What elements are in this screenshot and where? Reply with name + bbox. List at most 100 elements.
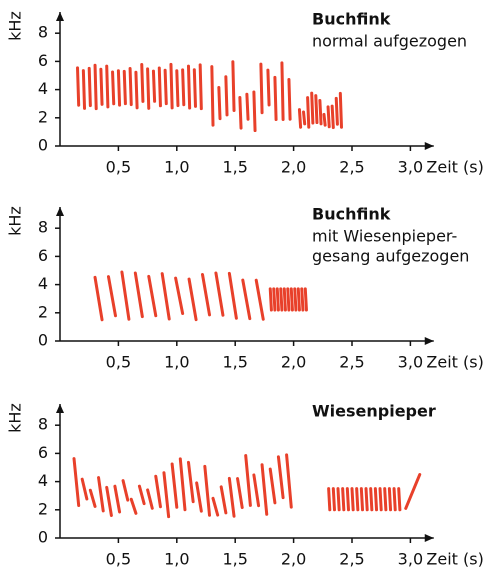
x-tick-label: 2,0	[281, 550, 306, 569]
y-tick-label: 4	[38, 274, 48, 293]
sound-trace	[260, 463, 269, 516]
y-tick-label: 4	[38, 471, 48, 490]
sound-trace	[122, 69, 127, 106]
sound-trace	[134, 70, 139, 110]
y-tick-label: 8	[38, 218, 48, 237]
sound-trace	[314, 94, 319, 125]
sound-trace	[87, 66, 92, 108]
sound-trace	[282, 287, 287, 312]
sound-trace	[99, 67, 104, 106]
sound-trace	[266, 68, 271, 107]
x-axis-arrow	[424, 337, 434, 345]
x-tick-label: 3,0	[398, 353, 423, 372]
sound-trace	[227, 476, 236, 518]
sound-trace	[210, 65, 215, 127]
sound-trace	[336, 487, 341, 512]
x-tick-label: 0,5	[106, 550, 131, 569]
sound-trace	[163, 68, 168, 106]
x-tick-label: 2,5	[339, 550, 364, 569]
sound-trace	[214, 271, 225, 317]
sound-trace	[116, 69, 122, 107]
sound-trace	[397, 487, 402, 512]
x-tick-label: 0,5	[106, 158, 131, 177]
sound-trace	[151, 69, 157, 103]
sound-trace	[293, 287, 298, 312]
sound-trace	[338, 91, 343, 129]
sound-trace	[272, 287, 277, 312]
sound-trace	[287, 77, 292, 121]
x-axis-arrow	[424, 142, 434, 150]
sound-trace	[178, 457, 187, 512]
sound-trace	[157, 66, 162, 108]
y-tick-label: 0	[38, 528, 48, 547]
panel-title: Buchfink	[312, 10, 391, 29]
sound-trace	[327, 487, 332, 512]
y-axis-label: kHz	[6, 206, 25, 236]
sound-trace	[93, 275, 104, 322]
x-tick-label: 3,0	[398, 158, 423, 177]
sound-trace	[310, 91, 315, 125]
sound-trace	[187, 277, 198, 322]
sound-trace	[154, 474, 162, 509]
sound-trace	[289, 287, 294, 312]
sound-trace	[303, 287, 308, 312]
x-tick-label: 1,0	[164, 353, 189, 372]
sound-trace	[146, 67, 151, 110]
sound-trace	[106, 275, 117, 318]
x-axis-label: Zeit (s)	[426, 353, 483, 372]
sound-trace	[121, 479, 130, 502]
x-tick-label: 1,5	[222, 353, 247, 372]
sound-trace	[359, 487, 365, 512]
sound-trace	[105, 485, 113, 517]
sound-trace	[129, 497, 138, 515]
sound-trace	[236, 477, 244, 510]
sound-trace	[296, 287, 301, 312]
panel-subtitle: normal aufgezogen	[312, 32, 467, 51]
sound-trace	[137, 484, 146, 506]
sound-trace	[93, 63, 98, 111]
y-tick-label: 2	[38, 499, 48, 518]
sound-trace	[162, 471, 171, 519]
sound-trace	[404, 473, 422, 510]
sound-trace	[80, 477, 89, 501]
sound-trace	[245, 92, 250, 121]
y-tick-label: 6	[38, 51, 48, 70]
sound-trace	[345, 487, 350, 512]
sound-trace	[259, 62, 264, 115]
sound-trace	[146, 488, 154, 510]
sound-trace	[334, 96, 339, 126]
sound-trace	[200, 272, 212, 317]
x-axis-arrow	[424, 534, 434, 542]
sound-trace	[252, 473, 261, 508]
sound-trace	[227, 271, 238, 320]
sound-trace	[383, 487, 388, 512]
y-axis-arrow	[56, 404, 64, 414]
x-tick-label: 1,5	[222, 158, 247, 177]
sound-trace	[268, 287, 273, 312]
x-tick-label: 0,5	[106, 353, 131, 372]
sound-trace	[275, 287, 280, 312]
y-tick-label: 0	[38, 136, 48, 155]
y-tick-label: 6	[38, 246, 48, 265]
sound-trace	[285, 453, 293, 509]
y-tick-label: 2	[38, 107, 48, 126]
sound-trace	[306, 96, 311, 129]
sound-trace	[241, 278, 252, 321]
y-tick-label: 8	[38, 23, 48, 42]
sound-trace	[254, 278, 265, 321]
sound-trace	[318, 99, 323, 126]
sound-trace	[219, 485, 228, 515]
sound-trace	[113, 484, 122, 514]
sound-trace	[88, 488, 97, 508]
sound-trace	[181, 68, 186, 107]
y-axis-arrow	[56, 12, 64, 22]
y-tick-label: 8	[38, 415, 48, 434]
sound-trace	[252, 90, 257, 133]
sound-trace	[72, 457, 81, 507]
x-tick-label: 2,5	[339, 353, 364, 372]
sound-trace	[111, 70, 116, 106]
x-tick-label: 2,0	[281, 158, 306, 177]
sound-trace	[105, 64, 110, 109]
x-tick-label: 1,0	[164, 158, 189, 177]
y-tick-label: 2	[38, 302, 48, 321]
